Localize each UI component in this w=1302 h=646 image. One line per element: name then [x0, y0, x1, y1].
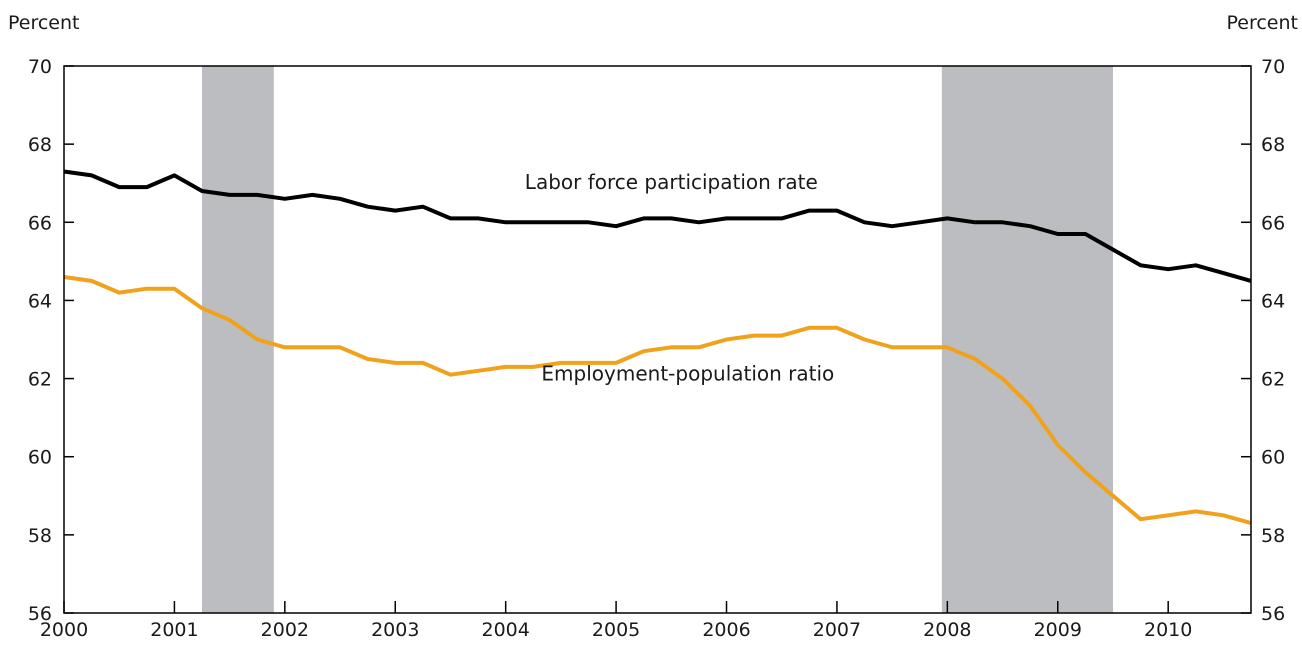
y-tick-label-left: 70 [28, 56, 52, 78]
x-tick-label: 2003 [371, 619, 419, 641]
x-tick-label: 2009 [1034, 619, 1082, 641]
y-tick-label-left: 64 [28, 290, 52, 312]
y-tick-label-right: 58 [1261, 525, 1285, 547]
series-line-1 [63, 169, 1252, 283]
tick-layer [63, 65, 1251, 614]
label-layer: 56 56 58 58 60 60 62 62 64 64 66 66 68 68 70 70 2000 2001… [28, 56, 1285, 641]
left-axis-unit-label: Percent [8, 12, 80, 34]
y-tick-label-left: 56 [28, 603, 52, 625]
y-tick-label-right: 64 [1261, 290, 1285, 312]
plot-frame [63, 65, 1252, 614]
y-tick-label-left: 62 [28, 369, 52, 391]
y-tick-label-right: 70 [1261, 56, 1285, 78]
x-tick-label: 2000 [40, 619, 88, 641]
x-tick-label: 2008 [923, 619, 971, 641]
right-axis-unit-label: Percent [1226, 12, 1299, 34]
x-tick-label: 2005 [592, 619, 640, 641]
y-tick-label-left: 60 [28, 447, 52, 469]
x-tick-label: 2002 [261, 619, 309, 641]
x-tick-label: 2001 [150, 619, 198, 641]
y-tick-label-right: 60 [1261, 447, 1285, 469]
y-tick-label-right: 62 [1261, 369, 1285, 391]
x-tick-label: 2007 [813, 619, 861, 641]
y-tick-label-left: 68 [28, 134, 52, 156]
recession-band-2 [941, 66, 1113, 613]
y-tick-label-left: 58 [28, 525, 52, 547]
y-tick-label-right: 68 [1261, 134, 1285, 156]
x-tick-label: 2004 [481, 619, 529, 641]
series-layer [63, 169, 1252, 526]
y-tick-label-right: 56 [1261, 603, 1285, 625]
recession-shading-layer [202, 66, 1113, 613]
x-tick-label: 2010 [1144, 619, 1192, 641]
series-line-2 [63, 275, 1252, 526]
y-tick-label-left: 66 [28, 212, 52, 234]
series-annotation-1: Labor force participation rate [525, 170, 818, 194]
y-tick-label-right: 66 [1261, 212, 1285, 234]
series-annotation-2: Employment-population ratio [541, 362, 834, 386]
x-tick-label: 2006 [702, 619, 750, 641]
